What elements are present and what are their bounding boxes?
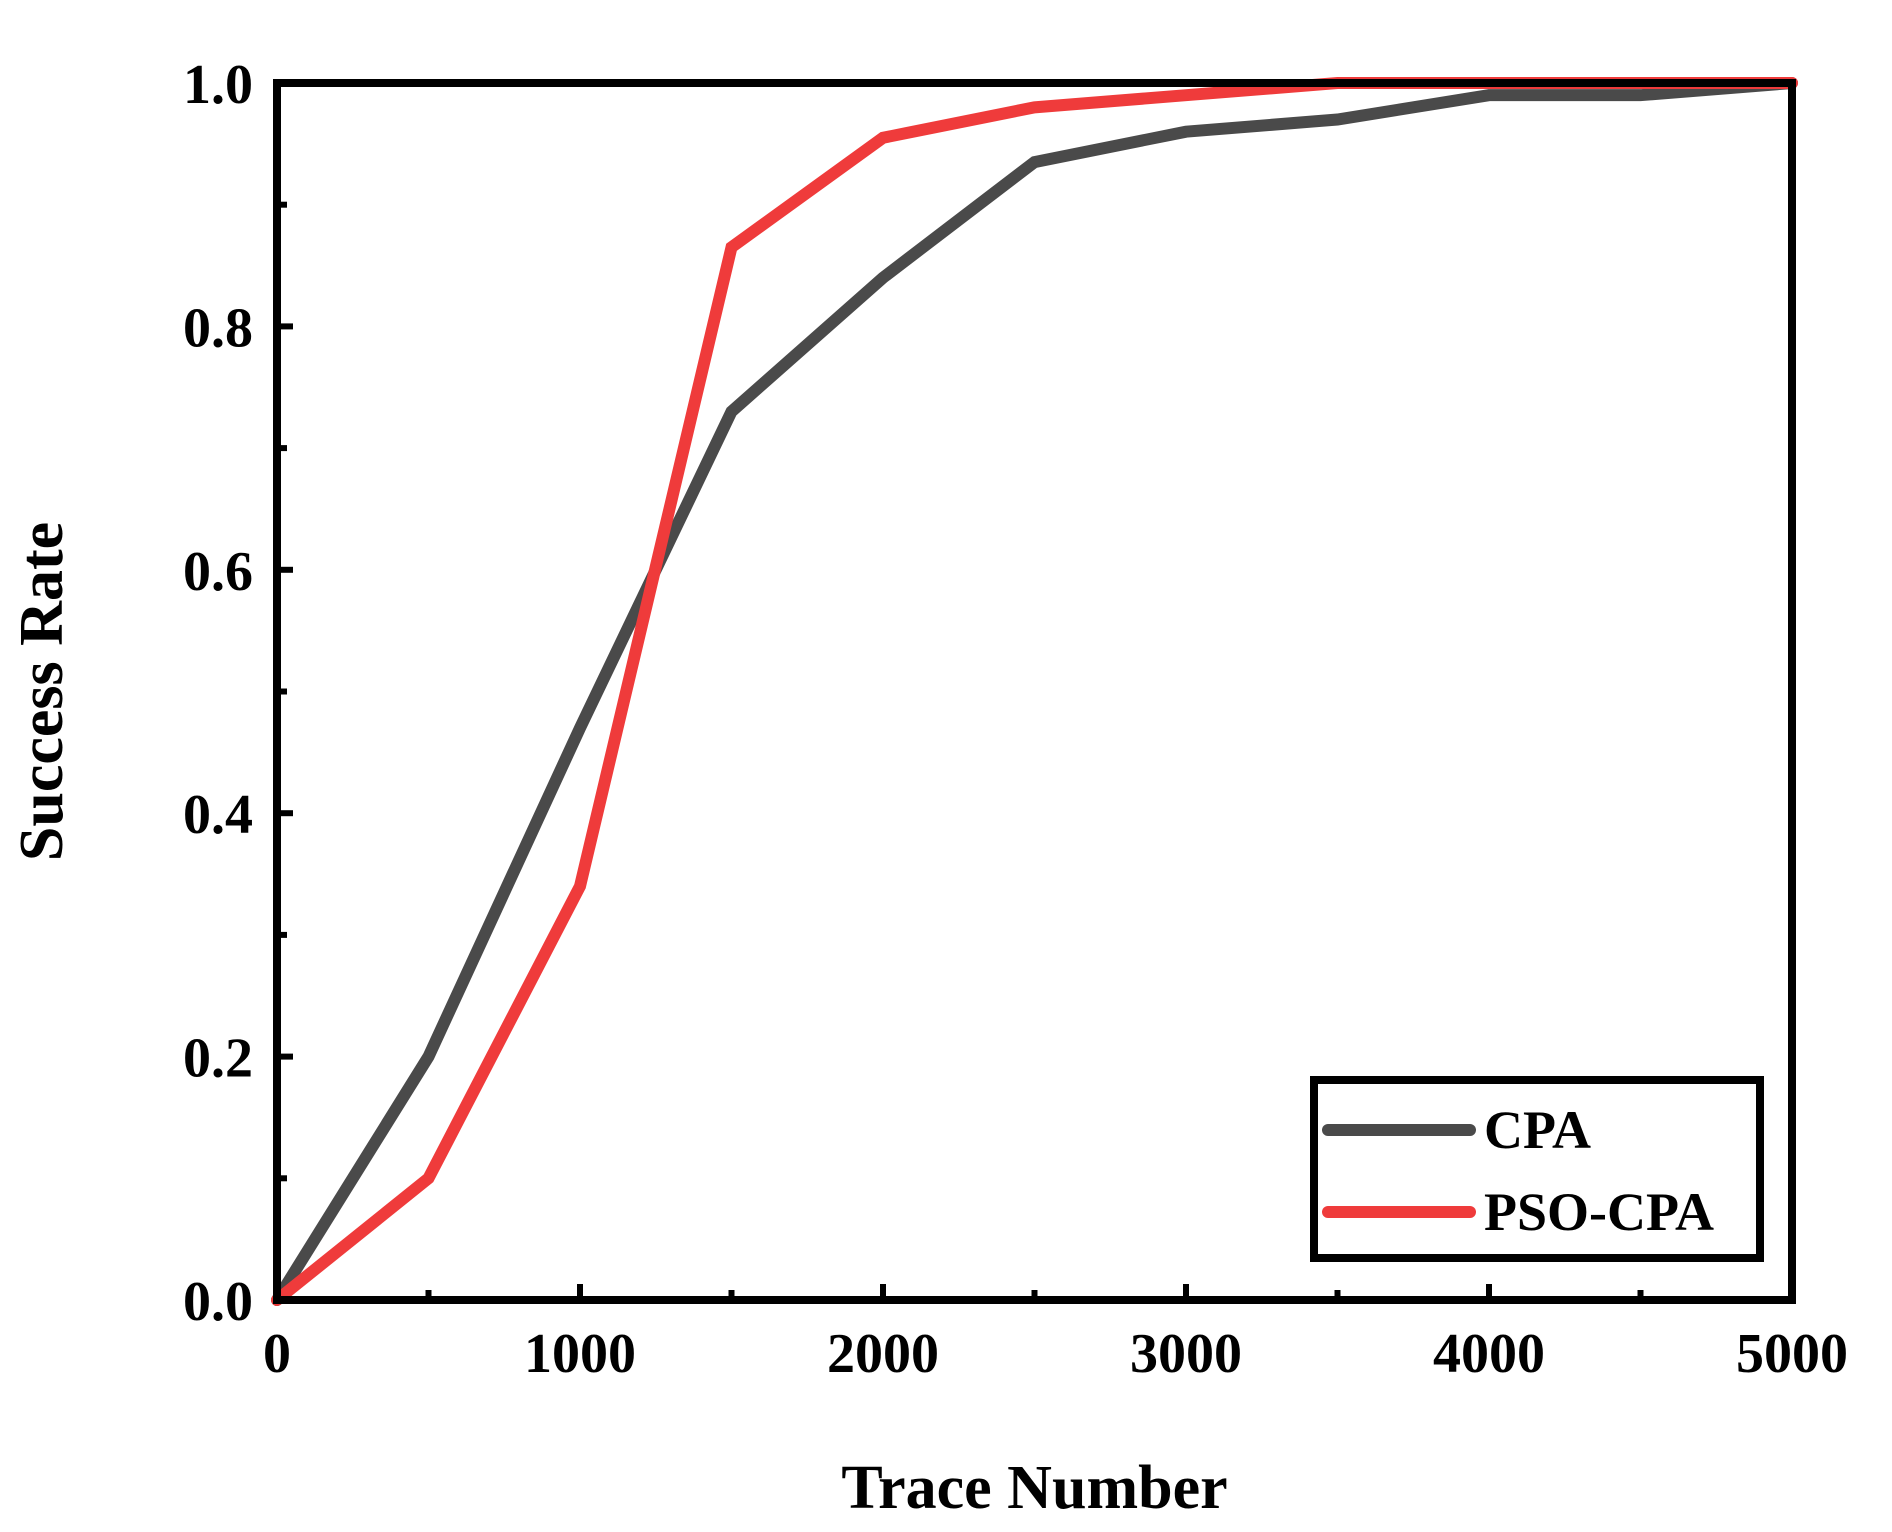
legend-label: CPA <box>1484 1100 1591 1160</box>
x-tick-label: 1000 <box>524 1323 636 1385</box>
y-tick-label: 0.8 <box>183 297 253 359</box>
x-tick-label: 4000 <box>1433 1323 1545 1385</box>
y-axis-title: Success Rate <box>8 522 76 861</box>
legend-box <box>1310 1076 1764 1262</box>
x-axis-title: Trace Number <box>841 1454 1227 1522</box>
y-tick-label: 0.2 <box>183 1028 253 1090</box>
y-tick-label: 0.4 <box>183 784 253 846</box>
x-tick-label: 3000 <box>1130 1323 1242 1385</box>
x-tick-label: 0 <box>263 1323 291 1385</box>
legend-label: PSO-CPA <box>1484 1182 1714 1242</box>
x-tick-label: 5000 <box>1736 1323 1848 1385</box>
y-tick-label: 1.0 <box>183 54 253 116</box>
legend: CPA PSO-CPA <box>1310 1076 1764 1262</box>
labels-layer: 0 1000 2000 3000 4000 5000 0.0 0.2 0.4 0.6 0.8 1.0 <box>183 54 1848 1385</box>
y-tick-label: 0.6 <box>183 541 253 603</box>
x-tick-label: 2000 <box>827 1323 939 1385</box>
ticks-layer <box>274 80 1795 1303</box>
series-line-cpa <box>271 77 1798 1306</box>
y-tick-label: 0.0 <box>183 1271 253 1333</box>
